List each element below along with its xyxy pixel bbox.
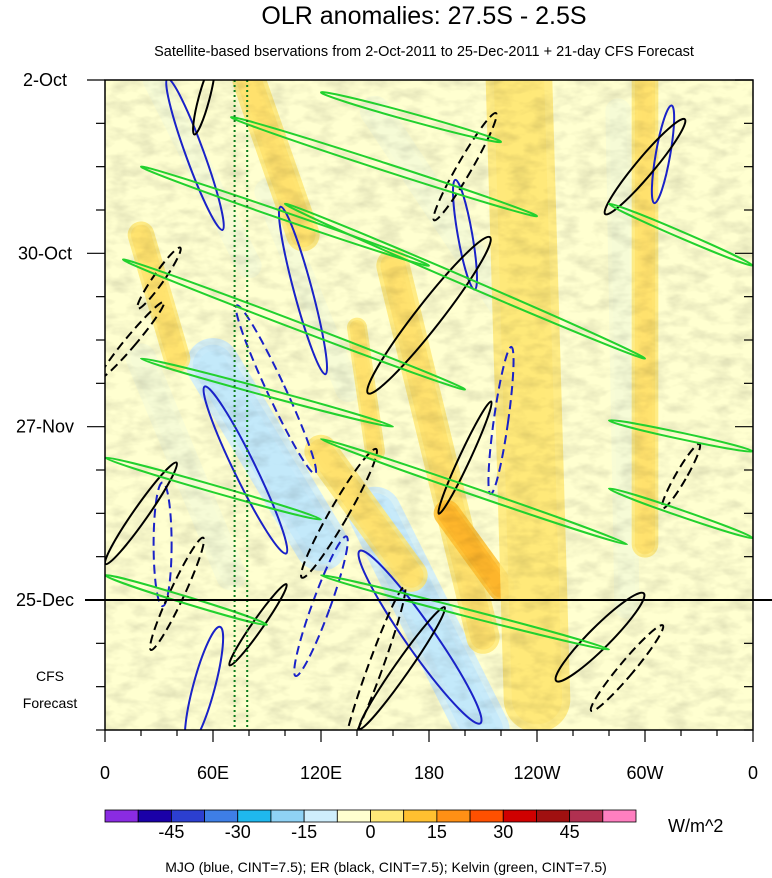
colorbar-label-6: 45 <box>560 822 580 842</box>
kelvin-contour-9 <box>319 574 611 651</box>
colorbar-box-3 <box>204 809 239 823</box>
colorbar: -45 -30 -15 0 15 30 45 <box>104 809 637 842</box>
kelvin-contour-5 <box>139 357 395 428</box>
kelvin-contour-1 <box>229 116 539 218</box>
colorbar-box-14 <box>569 809 604 823</box>
x-tick-label-5: 60W <box>626 763 663 783</box>
mjo-contour-1 <box>202 385 289 555</box>
y-tick-label-2: 27-Nov <box>16 417 74 437</box>
kelvin-contour-7 <box>105 456 323 521</box>
mjo-contour-0 <box>165 80 225 231</box>
kelvin-contour-0 <box>319 91 503 144</box>
y-axis-ticks: 2-Oct 30-Oct 27-Nov 25-Dec <box>16 70 753 731</box>
contour-legend: MJO (blue, CINT=7.5); ER (black, CINT=7.… <box>165 859 607 875</box>
kelvin-contour-10 <box>607 202 753 267</box>
vertical-markers <box>233 80 249 730</box>
kelvin-contour-2 <box>139 165 431 267</box>
er-contour-0 <box>192 80 216 136</box>
kelvin-contour-3 <box>283 202 647 360</box>
mjo-contour-2 <box>277 205 329 376</box>
x-tick-label-1: 60E <box>197 763 229 783</box>
mjo-contour-3 <box>357 549 483 725</box>
er-contour-8 <box>432 111 498 222</box>
er-contour-12 <box>300 447 378 579</box>
contour-overlays <box>105 80 753 730</box>
er-contour-13 <box>343 585 407 730</box>
colorbar-label-3: 0 <box>365 822 375 842</box>
colorbar-label-1: -30 <box>225 822 251 842</box>
colorbar-box-2 <box>170 809 205 823</box>
er-contour-6 <box>357 606 447 730</box>
colorbar-box-1 <box>137 809 172 823</box>
colorbar-box-10 <box>436 809 471 823</box>
x-tick-label-4: 120W <box>513 763 560 783</box>
colorbar-box-11 <box>469 809 504 823</box>
y-tick-label-0: 2-Oct <box>23 70 67 90</box>
colorbar-box-6 <box>303 809 338 823</box>
x-tick-label-6: 0 <box>748 763 758 783</box>
x-axis-ticks: 0 60E 120E 180 120W 60W 0 <box>100 730 758 783</box>
colorbar-box-5 <box>270 809 305 823</box>
forecast-label-line1: CFS <box>36 668 64 684</box>
chart-subtitle: Satellite-based bservations from 2-Oct-2… <box>154 44 694 60</box>
er-contour-3 <box>603 117 687 216</box>
mjo-contour-5 <box>650 104 676 205</box>
colorbar-label-0: -45 <box>158 822 184 842</box>
kelvin-contour-4 <box>121 258 467 391</box>
er-contour-2 <box>366 235 492 395</box>
er-contour-10 <box>105 300 166 380</box>
mjo-contour-4 <box>183 625 225 730</box>
chart-title: OLR anomalies: 27.5S - 2.5S <box>261 2 586 30</box>
colorbar-box-13 <box>536 809 571 823</box>
colorbar-box-12 <box>502 809 537 823</box>
forecast-label-line2: Forecast <box>23 695 78 711</box>
y-tick-label-1: 30-Oct <box>18 243 72 263</box>
mjo-contour-8 <box>234 304 318 475</box>
x-tick-label-3: 180 <box>414 763 444 783</box>
colorbar-label-5: 30 <box>493 822 513 842</box>
er-contour-5 <box>437 400 493 515</box>
colorbar-box-15 <box>602 809 637 823</box>
colorbar-label-2: -15 <box>291 822 317 842</box>
colorbar-label-4: 15 <box>427 822 447 842</box>
kelvin-contour-6 <box>319 437 629 546</box>
colorbar-box-7 <box>336 809 371 823</box>
x-tick-label-2: 120E <box>300 763 342 783</box>
y-tick-label-3: 25-Dec <box>16 590 74 610</box>
colorbar-box-9 <box>403 809 438 823</box>
colorbar-box-8 <box>370 809 405 823</box>
x-tick-label-0: 0 <box>100 763 110 783</box>
colorbar-unit: W/m^2 <box>668 816 723 836</box>
mjo-contour-9 <box>293 535 349 678</box>
plot-area <box>85 79 772 731</box>
colorbar-box-0 <box>104 809 139 823</box>
er-contour-14 <box>589 624 665 713</box>
colorbar-box-4 <box>237 809 272 823</box>
er-contour-4 <box>554 591 646 683</box>
mjo-contour-7 <box>152 481 173 608</box>
